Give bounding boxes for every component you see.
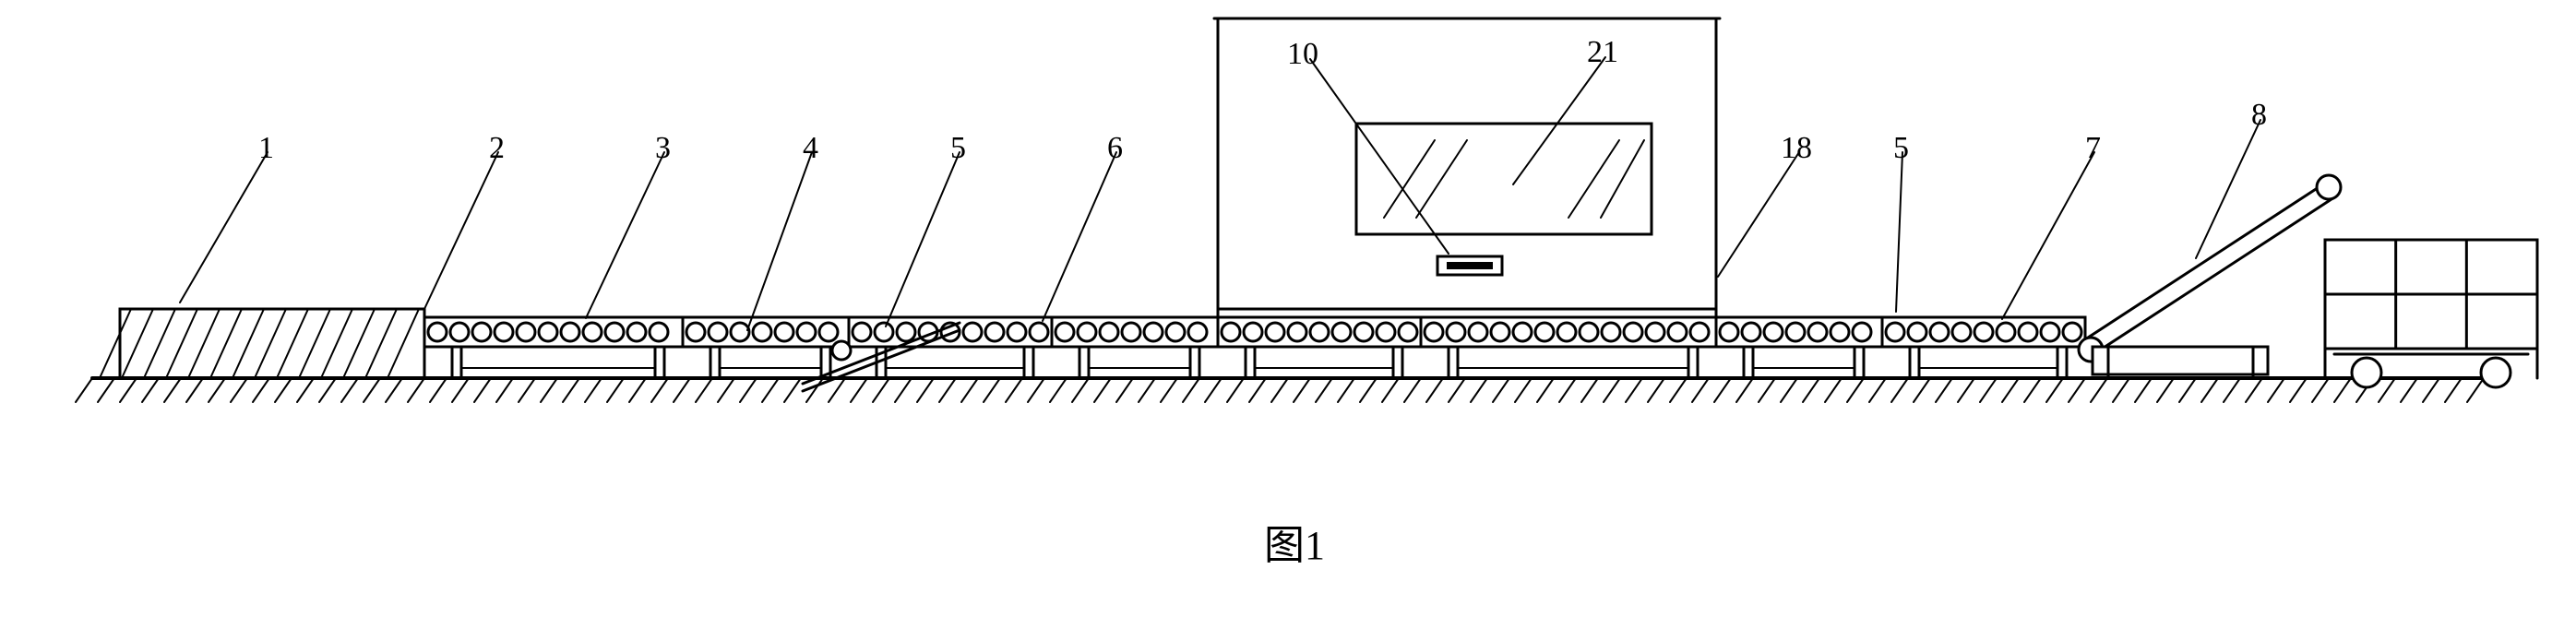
label-3: 3 [655,133,671,164]
label-1: 1 [258,133,274,164]
diagram-page: 1 2 3 4 5 6 10 21 18 5 7 8 图1 [0,0,2576,617]
label-2: 2 [489,133,505,164]
label-6: 6 [1107,133,1123,164]
figure-caption: 图1 [1264,526,1325,566]
label-5: 5 [950,133,966,164]
label-10: 10 [1287,39,1318,70]
label-8: 8 [2251,100,2267,131]
label-21: 21 [1587,37,1618,68]
label-5b: 5 [1893,133,1909,164]
label-18: 18 [1781,133,1812,164]
label-4: 4 [803,133,818,164]
label-7: 7 [2085,133,2101,164]
